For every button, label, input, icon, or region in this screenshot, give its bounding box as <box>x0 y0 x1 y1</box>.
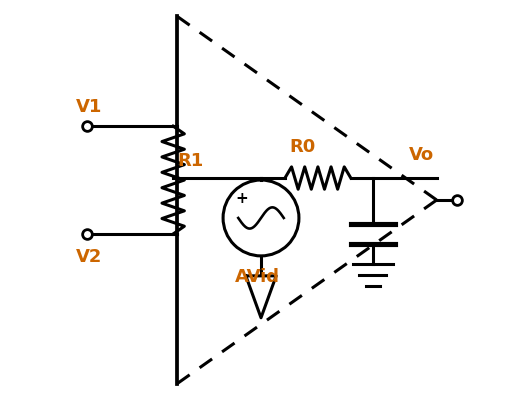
Text: AVid: AVid <box>235 267 280 285</box>
Text: R1: R1 <box>177 152 204 170</box>
Polygon shape <box>246 276 276 318</box>
Text: V1: V1 <box>76 98 103 116</box>
Text: Vo: Vo <box>409 146 434 164</box>
Text: V2: V2 <box>76 247 103 265</box>
Text: +: + <box>236 190 248 205</box>
Text: R0: R0 <box>289 138 315 156</box>
